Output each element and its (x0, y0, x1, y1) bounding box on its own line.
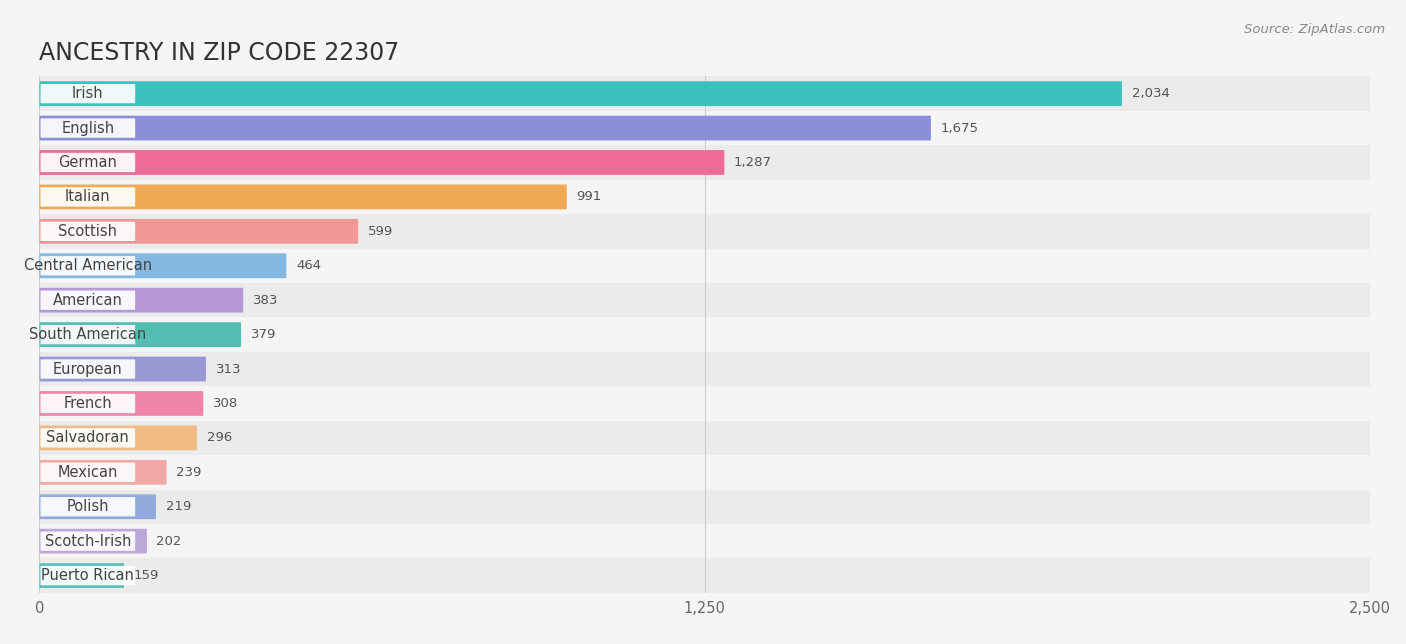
FancyBboxPatch shape (39, 495, 156, 519)
Text: 1,287: 1,287 (734, 156, 772, 169)
FancyBboxPatch shape (39, 386, 1369, 421)
Text: Mexican: Mexican (58, 465, 118, 480)
FancyBboxPatch shape (41, 462, 135, 482)
Text: Puerto Rican: Puerto Rican (41, 568, 134, 583)
FancyBboxPatch shape (39, 111, 1369, 146)
FancyBboxPatch shape (39, 146, 1369, 180)
FancyBboxPatch shape (39, 357, 207, 381)
FancyBboxPatch shape (41, 566, 135, 585)
Text: ANCESTRY IN ZIP CODE 22307: ANCESTRY IN ZIP CODE 22307 (39, 41, 399, 65)
Text: 313: 313 (215, 363, 240, 375)
FancyBboxPatch shape (39, 524, 1369, 558)
FancyBboxPatch shape (39, 288, 243, 312)
FancyBboxPatch shape (41, 531, 135, 551)
FancyBboxPatch shape (39, 249, 1369, 283)
FancyBboxPatch shape (39, 253, 287, 278)
Text: German: German (59, 155, 117, 170)
FancyBboxPatch shape (39, 77, 1369, 111)
Text: Scottish: Scottish (58, 224, 117, 239)
Text: Central American: Central American (24, 258, 152, 273)
FancyBboxPatch shape (39, 317, 1369, 352)
FancyBboxPatch shape (39, 81, 1122, 106)
Text: 991: 991 (576, 191, 602, 204)
Text: 159: 159 (134, 569, 159, 582)
Text: European: European (53, 361, 122, 377)
Text: 1,675: 1,675 (941, 122, 979, 135)
FancyBboxPatch shape (41, 325, 135, 345)
FancyBboxPatch shape (41, 497, 135, 516)
FancyBboxPatch shape (39, 564, 124, 588)
FancyBboxPatch shape (39, 322, 240, 347)
Text: Irish: Irish (72, 86, 104, 101)
FancyBboxPatch shape (41, 359, 135, 379)
FancyBboxPatch shape (39, 352, 1369, 386)
FancyBboxPatch shape (41, 222, 135, 241)
Text: 296: 296 (207, 431, 232, 444)
FancyBboxPatch shape (39, 426, 197, 450)
FancyBboxPatch shape (39, 283, 1369, 317)
FancyBboxPatch shape (39, 214, 1369, 249)
Text: Source: ZipAtlas.com: Source: ZipAtlas.com (1244, 23, 1385, 35)
FancyBboxPatch shape (41, 153, 135, 172)
FancyBboxPatch shape (39, 529, 146, 554)
Text: 464: 464 (295, 260, 321, 272)
FancyBboxPatch shape (41, 118, 135, 138)
Text: English: English (62, 120, 114, 136)
FancyBboxPatch shape (39, 185, 567, 209)
FancyBboxPatch shape (39, 219, 359, 243)
FancyBboxPatch shape (41, 428, 135, 448)
Text: French: French (63, 396, 112, 411)
FancyBboxPatch shape (39, 421, 1369, 455)
Text: 599: 599 (368, 225, 394, 238)
FancyBboxPatch shape (39, 558, 1369, 592)
FancyBboxPatch shape (39, 180, 1369, 214)
Text: Italian: Italian (65, 189, 111, 204)
Text: 379: 379 (250, 328, 276, 341)
FancyBboxPatch shape (41, 256, 135, 276)
FancyBboxPatch shape (39, 455, 1369, 489)
Text: 308: 308 (212, 397, 238, 410)
Text: Scotch-Irish: Scotch-Irish (45, 534, 131, 549)
Text: 219: 219 (166, 500, 191, 513)
FancyBboxPatch shape (39, 460, 166, 485)
Text: Salvadoran: Salvadoran (46, 430, 129, 446)
FancyBboxPatch shape (39, 489, 1369, 524)
Text: 202: 202 (156, 535, 181, 547)
Text: South American: South American (30, 327, 146, 342)
FancyBboxPatch shape (39, 391, 204, 416)
Text: Polish: Polish (66, 499, 110, 514)
Text: 239: 239 (176, 466, 201, 478)
FancyBboxPatch shape (39, 150, 724, 175)
Text: 383: 383 (253, 294, 278, 307)
Text: 2,034: 2,034 (1132, 87, 1170, 100)
FancyBboxPatch shape (41, 84, 135, 103)
FancyBboxPatch shape (41, 187, 135, 207)
FancyBboxPatch shape (41, 290, 135, 310)
FancyBboxPatch shape (39, 116, 931, 140)
Text: American: American (53, 292, 122, 308)
FancyBboxPatch shape (41, 393, 135, 413)
